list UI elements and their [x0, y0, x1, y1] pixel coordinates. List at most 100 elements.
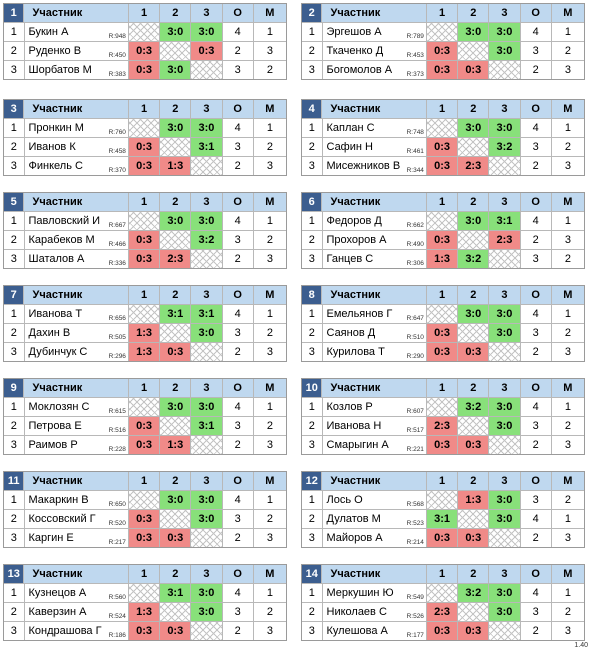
points-value: 4 — [519, 398, 551, 416]
participant-name[interactable]: Букин А — [28, 26, 69, 38]
participant-name[interactable]: Финкель С — [28, 160, 83, 172]
participant-name-cell: Мисежников В R:344 — [321, 157, 426, 175]
row-number: 2 — [10, 141, 17, 153]
place-value: 2 — [550, 42, 584, 60]
participant-name[interactable]: Каверзин А — [28, 606, 87, 618]
match-result: 0:3 — [457, 529, 489, 547]
place-header: M — [550, 565, 584, 583]
participant-rating: R:221 — [406, 446, 424, 453]
points-value: 3 — [221, 138, 253, 156]
participant-name[interactable]: Руденко В — [28, 45, 82, 57]
participant-name[interactable]: Ткаченко Д — [326, 45, 384, 57]
table-row: 2 Дахин В R:505 1:3 3:0 3 2 — [4, 323, 286, 342]
participant-rating: R:296 — [108, 353, 126, 360]
participant-name[interactable]: Кулешова А — [326, 625, 388, 637]
table-row: 3 Раимов Р R:228 0:3 1:3 2 3 — [4, 435, 286, 454]
points-value: 4 — [519, 119, 551, 137]
participant-header: Участник — [23, 100, 128, 118]
col-1-header: 1 — [425, 565, 457, 583]
participant-rating: R:186 — [108, 632, 126, 639]
table-row: 2 Иванова Н R:517 2:3 3:0 3 2 — [302, 416, 584, 435]
participant-name[interactable]: Дахин В — [28, 327, 71, 339]
participant-name[interactable]: Иванова Т — [28, 308, 83, 320]
participant-name[interactable]: Федоров Д — [326, 215, 382, 227]
match-result: 0:3 — [457, 61, 489, 79]
participant-rating: R:523 — [406, 520, 424, 527]
points-value: 2 — [519, 529, 551, 547]
self-match-cell — [488, 436, 520, 454]
place-value: 3 — [550, 529, 584, 547]
participant-name[interactable]: Дулатов М — [326, 513, 381, 525]
points-header: O — [221, 100, 253, 118]
points-value: 2 — [221, 250, 253, 268]
participant-name[interactable]: Лось О — [326, 494, 363, 506]
participant-name[interactable]: Пронкин М — [28, 122, 84, 134]
participant-name[interactable]: Мисежников В — [326, 160, 401, 172]
participant-name[interactable]: Прохоров А — [326, 234, 387, 246]
group-table: 3 Участник 1 2 3 O M 1 Пронкин М R:760 3:0 3:0 4 1 2 Ив… — [3, 99, 287, 176]
participant-name[interactable]: Иванов К — [28, 141, 76, 153]
participant-name[interactable]: Майоров А — [326, 532, 383, 544]
match-result: 0:3 — [457, 436, 489, 454]
participant-name[interactable]: Макаркин В — [28, 494, 89, 506]
participant-name[interactable]: Кондрашова Г — [28, 625, 102, 637]
participant-name[interactable]: Шаталов А — [28, 253, 85, 265]
match-result: 3:2 — [457, 250, 489, 268]
participant-name[interactable]: Смарыгин А — [326, 439, 389, 451]
group-header: 6 Участник 1 2 3 O M — [302, 193, 584, 211]
table-row: 1 Эргешов А R:789 3:0 3:0 4 1 — [302, 22, 584, 41]
row-number: 3 — [10, 253, 17, 265]
col-2-header: 2 — [457, 565, 488, 583]
participant-name[interactable]: Каплан С — [326, 122, 375, 134]
participant-name[interactable]: Павловский И — [28, 215, 101, 227]
participant-rating: R:524 — [108, 613, 126, 620]
participant-name[interactable]: Николаев С — [326, 606, 387, 618]
participant-name[interactable]: Богомолов А — [326, 64, 393, 76]
row-number: 1 — [308, 26, 315, 38]
points-value: 4 — [221, 212, 253, 230]
row-number: 2 — [308, 234, 315, 246]
self-match-cell — [488, 157, 520, 175]
points-header: O — [221, 379, 253, 397]
col-2-header: 2 — [457, 4, 488, 22]
participant-name[interactable]: Моклозян С — [28, 401, 90, 413]
table-row: 2 Ткаченко Д R:453 0:3 3:0 3 2 — [302, 41, 584, 60]
participant-name[interactable]: Меркушин Ю — [326, 587, 394, 599]
place-value: 1 — [550, 305, 584, 323]
place-header: M — [550, 193, 584, 211]
participant-name[interactable]: Коссовский Г — [28, 513, 96, 525]
place-header: M — [252, 100, 286, 118]
participant-name[interactable]: Каргин Е — [28, 532, 74, 544]
match-result: 2:3 — [425, 417, 458, 435]
points-value: 4 — [519, 584, 551, 602]
points-value: 3 — [519, 138, 551, 156]
participant-name[interactable]: Дубинчук С — [28, 346, 88, 358]
participant-rating: R:656 — [108, 315, 126, 322]
table-row: 1 Моклозян С R:615 3:0 3:0 4 1 — [4, 397, 286, 416]
match-result: 3:0 — [190, 584, 222, 602]
participant-name[interactable]: Ганцев С — [326, 253, 374, 265]
participant-name-cell: Емельянов Г R:647 — [321, 305, 426, 323]
participant-name[interactable]: Кузнецов А — [28, 587, 87, 599]
place-header: M — [550, 4, 584, 22]
participant-name-cell: Каверзин А R:524 — [23, 603, 128, 621]
match-result: 3:0 — [488, 417, 520, 435]
participant-name[interactable]: Саянов Д — [326, 327, 376, 339]
row-number: 1 — [308, 308, 315, 320]
participant-name[interactable]: Эргешов А — [326, 26, 382, 38]
participant-name[interactable]: Иванова Н — [326, 420, 382, 432]
participant-name[interactable]: Курилова Т — [326, 346, 385, 358]
participant-name[interactable]: Сафин Н — [326, 141, 373, 153]
row-number: 2 — [308, 327, 315, 339]
participant-name[interactable]: Карабеков М — [28, 234, 95, 246]
participant-name[interactable]: Емельянов Г — [326, 308, 393, 320]
participant-name-cell: Кондрашова Г R:186 — [23, 622, 128, 640]
points-header: O — [221, 472, 253, 490]
participant-name[interactable]: Козлов Р — [326, 401, 373, 413]
points-value: 2 — [221, 42, 253, 60]
participant-name[interactable]: Петрова Е — [28, 420, 82, 432]
participant-name[interactable]: Раимов Р — [28, 439, 78, 451]
place-value: 3 — [252, 250, 286, 268]
participant-name-cell: Кузнецов А R:560 — [23, 584, 128, 602]
participant-name[interactable]: Шорбатов М — [28, 64, 92, 76]
